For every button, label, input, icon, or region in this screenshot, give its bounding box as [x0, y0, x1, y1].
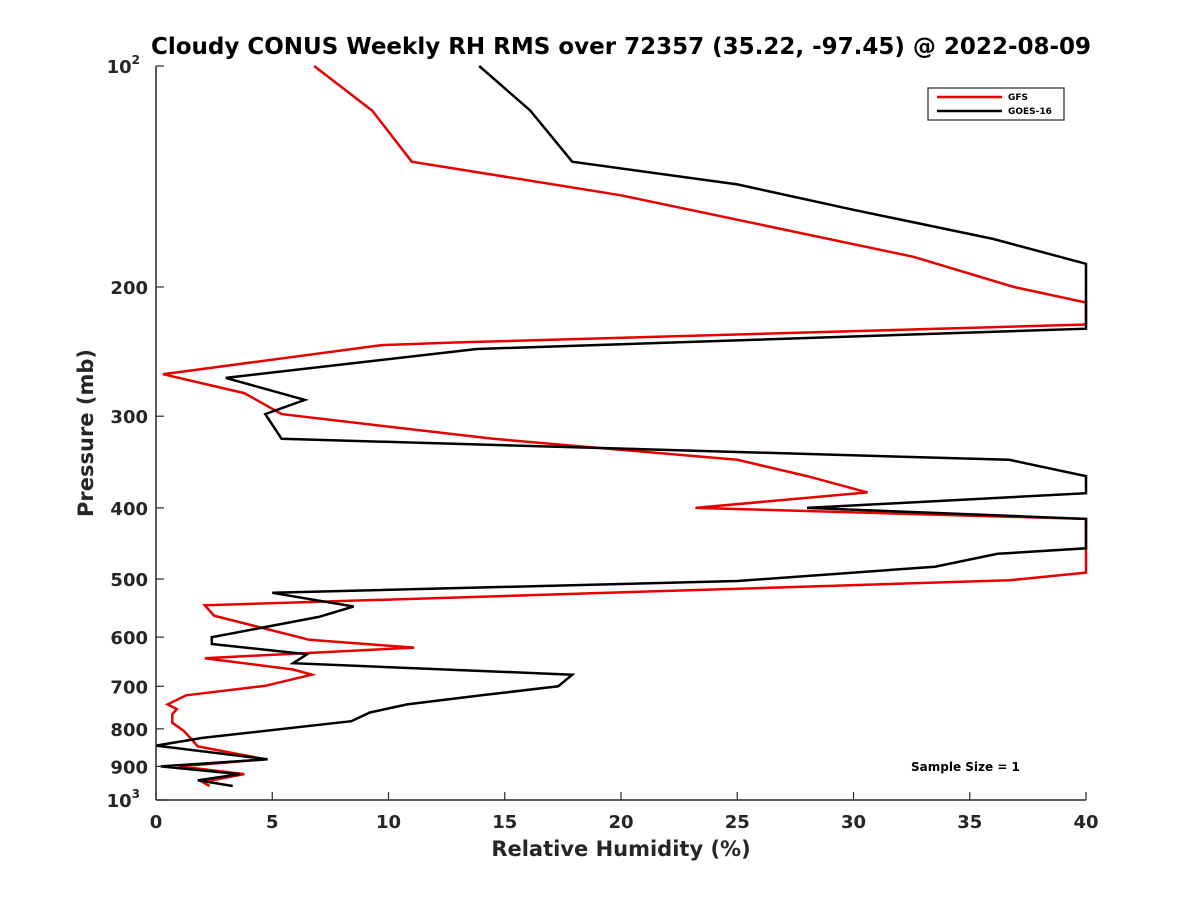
- x-tick-label: 35: [957, 812, 982, 833]
- sample-size-annotation: Sample Size = 1: [911, 760, 1020, 774]
- x-tick-label: 30: [841, 812, 866, 833]
- legend-label-goes16: GOES-16: [1008, 107, 1052, 117]
- x-axis-label: Relative Humidity (%): [491, 837, 750, 861]
- y-tick-label: 700: [110, 677, 148, 698]
- x-tick-label: 5: [266, 812, 279, 833]
- x-tick-label: 40: [1073, 812, 1098, 833]
- y-tick-label: 600: [110, 628, 148, 649]
- legend: GFS GOES-16: [927, 87, 1065, 121]
- y-tick-label: 900: [110, 757, 148, 778]
- legend-box: [927, 87, 1065, 121]
- y-tick-label: 500: [110, 570, 148, 591]
- y-tick-label: 102: [107, 53, 140, 78]
- x-tick-label: 0: [150, 812, 163, 833]
- y-tick-label: 103: [107, 787, 140, 812]
- x-tick-label: 20: [608, 812, 633, 833]
- y-tick-label: 300: [110, 407, 148, 428]
- y-tick-label: 200: [110, 278, 148, 299]
- x-tick-label: 25: [725, 812, 750, 833]
- axes-layer: 0 5 10 15 20 25 30 35 40 102 200 300 400 500 600 700 800…: [107, 53, 1099, 833]
- series-line-goes16: [155, 65, 1088, 788]
- x-tick-label: 15: [492, 812, 517, 833]
- legend-label-gfs: GFS: [1008, 93, 1028, 103]
- y-tick-label: 800: [110, 720, 148, 741]
- chart-title: Cloudy CONUS Weekly RH RMS over 72357 (3…: [151, 34, 1091, 60]
- y-axis-label: Pressure (mb): [74, 349, 98, 517]
- plot-area: [155, 65, 1088, 788]
- series-line-gfs: [162, 65, 1088, 788]
- x-tick-label: 10: [376, 812, 401, 833]
- series-layer: [155, 65, 1088, 788]
- y-tick-label: 400: [110, 499, 148, 520]
